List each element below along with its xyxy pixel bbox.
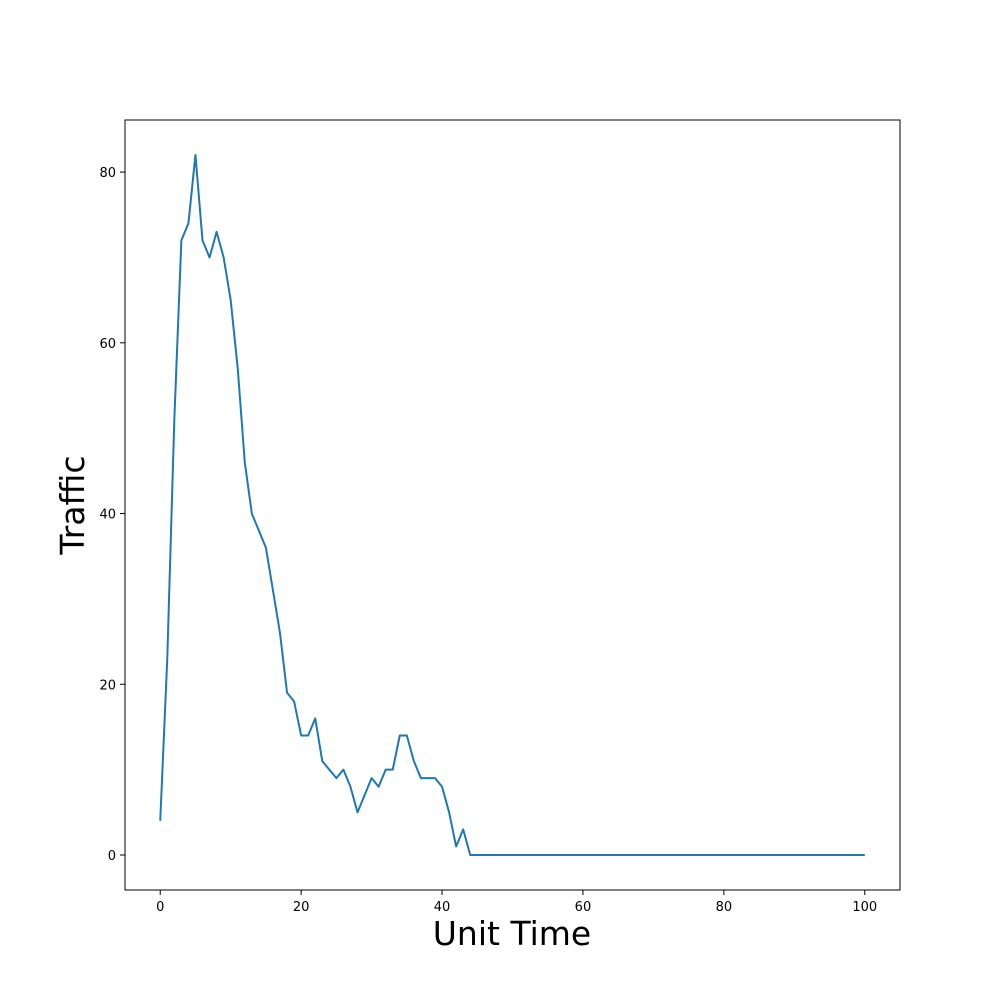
y-tick-label: 40 [99,508,116,523]
y-tick-label: 0 [108,849,116,864]
x-tick-label: 80 [716,900,733,915]
x-tick-label: 60 [575,900,592,915]
plot-area [124,119,901,891]
x-tick-label: 0 [156,900,164,915]
y-tick-label: 80 [99,166,116,181]
x-tick-label: 20 [293,900,310,915]
y-axis-title: Traffic [53,455,92,555]
x-axis-title: Unit Time [433,914,591,953]
plot-border [124,119,901,891]
series-layer [159,154,865,856]
y-axis: 0 20 40 60 80 [99,166,125,864]
x-tick-label: 100 [852,900,877,915]
x-axis: 0 20 40 60 80 100 [156,890,877,915]
series-line-0 [159,154,865,856]
y-tick-label: 60 [99,337,116,352]
x-tick-label: 40 [434,900,451,915]
y-tick-label: 20 [99,678,116,693]
